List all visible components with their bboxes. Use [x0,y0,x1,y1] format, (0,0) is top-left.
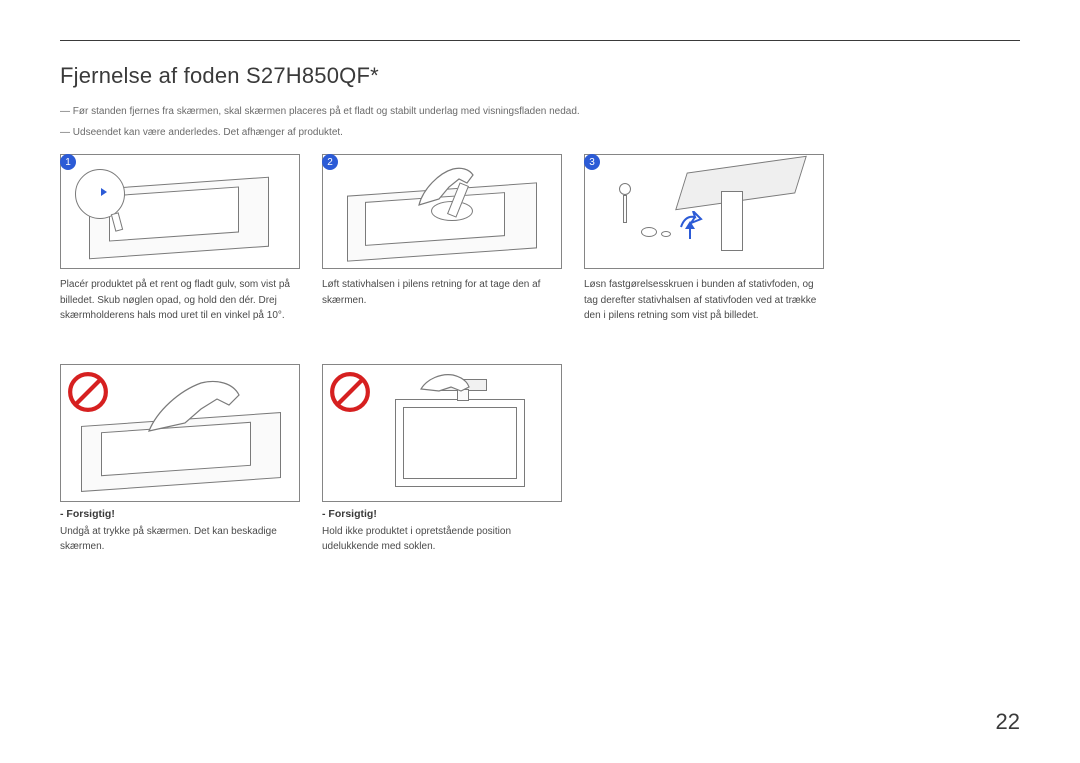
caution-1-caption: Undgå at trykke på skærmen. Det kan besk… [60,524,300,555]
top-rule [60,40,1020,41]
hand-press-icon [139,373,249,443]
caution-2-figure [322,364,562,502]
caution-2-title: - Forsigtig! [322,508,562,520]
caution-1-title: - Forsigtig! [60,508,300,520]
hand-hold-icon [417,369,473,397]
step-2-figure: 2 [322,154,562,269]
caution-1-figure [60,364,300,502]
caution-2: - Forsigtig! Hold ikke produktet i opret… [322,364,562,555]
note-2: Udseendet kan være anderledes. Det afhæn… [60,126,1020,141]
steps-row: 1 Placér produktet på et rent og fladt g… [60,154,1020,324]
caution-1: - Forsigtig! Undgå at trykke på skærmen.… [60,364,300,555]
step-2-caption: Løft stativhalsen i pilens retning for a… [322,277,562,308]
prohibit-icon [329,371,371,413]
step-3: 3 Løsn fastgørelsesskruen i bunden af st… [584,154,824,324]
step-1: 1 Placér produktet på et rent og fladt g… [60,154,300,324]
step-1-caption: Placér produktet på et rent og fladt gul… [60,277,300,324]
step-2: 2 Løft stativhalsen i pilens retning for… [322,154,562,324]
step-1-figure: 1 [60,154,300,269]
note-1: Før standen fjernes fra skærmen, skal sk… [60,105,1020,120]
cautions-row: - Forsigtig! Undgå at trykke på skærmen.… [60,364,1020,555]
arrow-icon [87,185,109,199]
page-number: 22 [996,709,1020,735]
caution-2-caption: Hold ikke produktet i opretstående posit… [322,524,562,555]
arrow-icon [677,211,703,241]
step-1-badge: 1 [60,154,76,170]
step-2-badge: 2 [322,154,338,170]
step-3-badge: 3 [584,154,600,170]
step-3-caption: Løsn fastgørelsesskruen i bunden af stat… [584,277,824,324]
step-3-figure: 3 [584,154,824,269]
prohibit-icon [67,371,109,413]
page-title: Fjernelse af foden S27H850QF* [60,63,1020,89]
